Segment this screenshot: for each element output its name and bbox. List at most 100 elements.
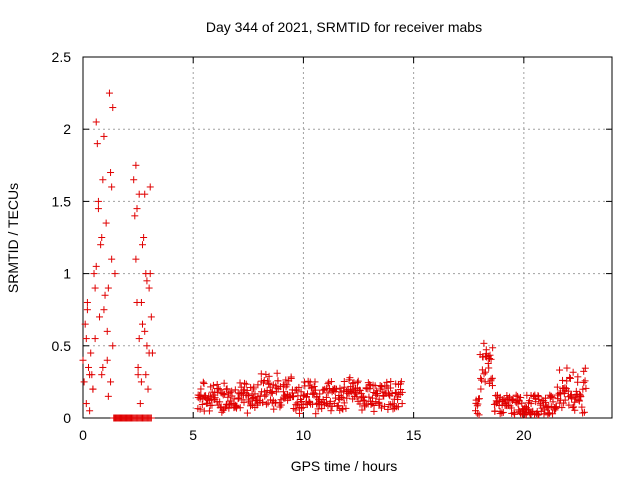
data-point bbox=[267, 388, 275, 396]
data-point bbox=[260, 376, 268, 384]
data-point bbox=[107, 169, 115, 177]
data-point bbox=[82, 335, 90, 343]
data-point bbox=[197, 385, 205, 393]
data-point bbox=[563, 377, 571, 385]
data-point bbox=[542, 398, 550, 406]
data-point bbox=[580, 408, 588, 416]
data-point bbox=[143, 277, 151, 285]
data-point bbox=[496, 407, 504, 415]
data-point bbox=[273, 369, 281, 377]
data-point bbox=[302, 393, 310, 401]
data-point bbox=[305, 397, 313, 405]
data-point bbox=[481, 378, 489, 386]
data-point bbox=[579, 385, 587, 393]
data-point bbox=[234, 389, 242, 397]
data-point bbox=[83, 306, 91, 314]
data-point bbox=[387, 378, 395, 386]
data-point bbox=[283, 381, 291, 389]
data-point bbox=[99, 176, 107, 184]
data-point bbox=[525, 405, 533, 413]
data-point bbox=[527, 400, 535, 408]
data-point bbox=[198, 400, 206, 408]
data-point bbox=[495, 402, 503, 410]
data-point bbox=[565, 401, 573, 409]
data-point bbox=[549, 410, 557, 418]
data-point bbox=[376, 401, 384, 409]
data-point bbox=[366, 385, 374, 393]
data-point bbox=[381, 402, 389, 410]
data-point bbox=[481, 368, 489, 376]
data-point bbox=[575, 397, 583, 405]
data-point bbox=[89, 385, 97, 393]
data-point bbox=[345, 376, 353, 384]
data-point bbox=[566, 374, 574, 382]
data-point bbox=[475, 411, 483, 419]
data-point bbox=[557, 389, 565, 397]
data-point bbox=[581, 364, 589, 372]
data-point bbox=[93, 140, 101, 148]
data-point bbox=[482, 353, 490, 361]
y-tick-label: 2 bbox=[63, 121, 71, 137]
data-point bbox=[147, 414, 155, 422]
data-point bbox=[140, 234, 148, 241]
data-point bbox=[553, 383, 561, 391]
x-tick-label: 15 bbox=[406, 427, 422, 443]
data-point bbox=[473, 409, 481, 417]
data-point bbox=[199, 378, 207, 386]
data-point bbox=[322, 393, 330, 401]
data-point bbox=[388, 390, 396, 398]
data-point bbox=[311, 378, 319, 386]
data-point bbox=[485, 355, 493, 363]
data-point bbox=[82, 400, 90, 408]
y-axis-label: SRMTID / TECUs bbox=[5, 183, 21, 293]
data-point bbox=[349, 379, 357, 387]
data-point bbox=[512, 391, 520, 399]
data-point bbox=[90, 270, 98, 278]
data-point bbox=[109, 342, 117, 350]
data-point bbox=[220, 379, 228, 387]
data-point bbox=[549, 393, 557, 401]
data-point bbox=[482, 346, 490, 354]
data-point bbox=[132, 255, 140, 263]
data-point bbox=[327, 378, 335, 386]
data-point bbox=[577, 393, 585, 401]
data-point bbox=[385, 391, 393, 399]
data-point bbox=[535, 393, 543, 401]
data-point bbox=[268, 387, 276, 395]
data-point bbox=[133, 205, 141, 213]
data-point bbox=[309, 390, 317, 398]
data-point bbox=[132, 161, 140, 169]
data-point bbox=[327, 407, 335, 415]
data-point bbox=[560, 399, 568, 407]
data-point bbox=[148, 349, 156, 357]
data-point bbox=[262, 391, 270, 399]
data-point bbox=[245, 396, 253, 404]
data-point bbox=[544, 411, 552, 419]
data-point bbox=[92, 118, 100, 126]
x-axis-label: GPS time / hours bbox=[291, 458, 398, 474]
data-point bbox=[87, 349, 95, 357]
data-point bbox=[242, 380, 250, 388]
data-point bbox=[272, 388, 280, 396]
data-point bbox=[279, 388, 287, 396]
y-tick-label: 0 bbox=[63, 410, 71, 426]
data-point bbox=[130, 176, 138, 184]
data-point bbox=[342, 404, 350, 412]
data-point bbox=[262, 370, 270, 378]
data-point bbox=[216, 386, 224, 394]
data-point bbox=[208, 401, 216, 409]
data-point bbox=[578, 403, 586, 411]
y-tick-label: 1 bbox=[63, 266, 71, 282]
data-point bbox=[478, 376, 486, 384]
data-point bbox=[484, 359, 492, 367]
data-point bbox=[370, 407, 378, 415]
data-point bbox=[552, 404, 560, 412]
data-point bbox=[280, 391, 288, 399]
data-point bbox=[274, 377, 282, 385]
data-point bbox=[134, 363, 142, 371]
data-point bbox=[298, 397, 306, 405]
data-point bbox=[312, 410, 320, 418]
data-point bbox=[389, 405, 397, 413]
data-point bbox=[579, 409, 587, 417]
